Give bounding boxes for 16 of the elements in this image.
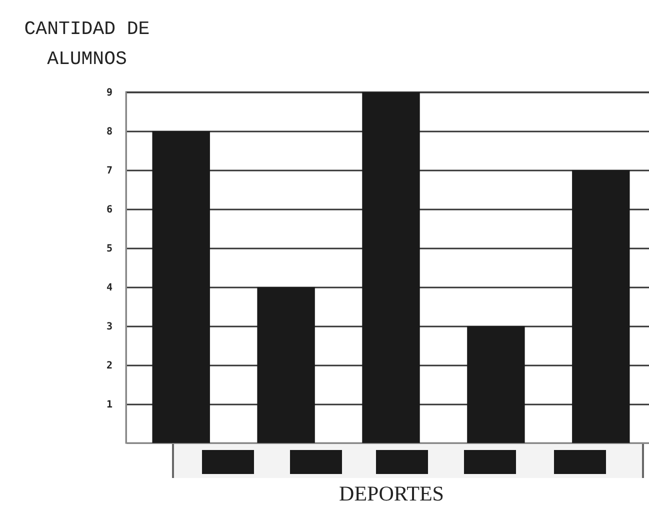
y-axis-title: CANTIDAD DE ALUMNOS	[23, 17, 151, 72]
y-tick-label: 1	[106, 400, 112, 410]
x-axis-title: DEPORTES	[339, 482, 444, 506]
y-tick-label: 7	[106, 166, 112, 176]
bar	[257, 287, 315, 443]
bar	[467, 326, 525, 443]
y-tick-label: 6	[106, 204, 112, 216]
bar	[362, 92, 420, 443]
y-tick-label: 5	[106, 244, 112, 254]
y-tick-label: 9	[106, 88, 112, 98]
y-tick-label: 4	[106, 282, 112, 294]
bar	[572, 170, 630, 443]
bar	[152, 131, 210, 443]
y-tick-label: 2	[106, 360, 112, 372]
y-tick-label: 3	[106, 322, 112, 332]
y-tick-label: 8	[106, 126, 112, 138]
